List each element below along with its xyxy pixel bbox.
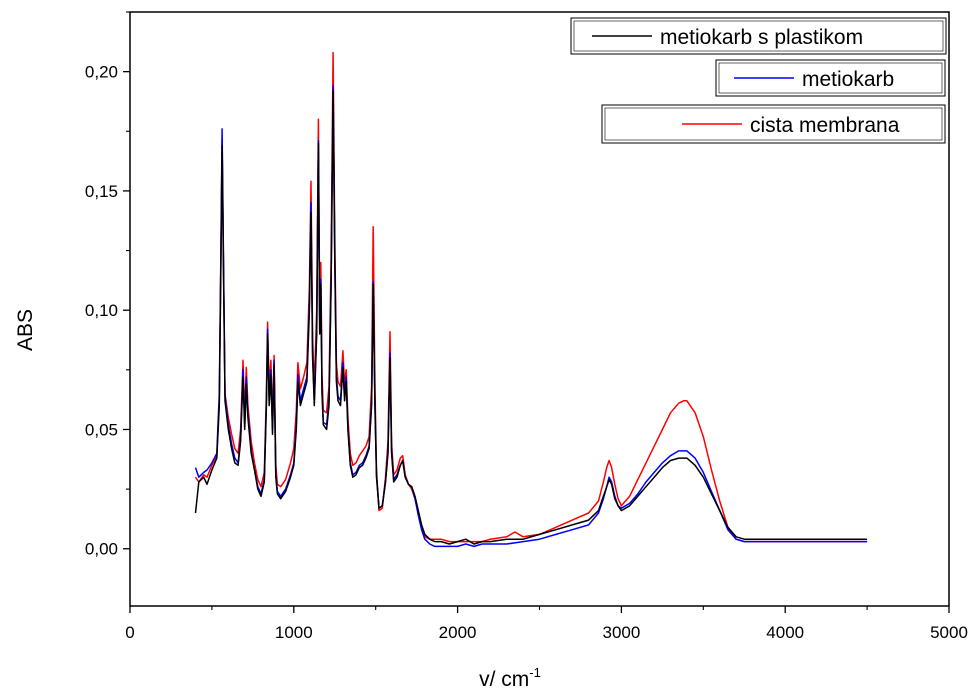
- x-axis-title: v/ cm-1: [479, 665, 541, 691]
- y-tick-label: 0,05: [85, 420, 118, 439]
- series-layer: [194, 51, 868, 548]
- legend-label-3: cista membrana: [750, 114, 900, 137]
- x-tick-label: 1000: [275, 623, 313, 642]
- legend-entry-2: metiokarb: [715, 59, 946, 97]
- legend-label-2: metiokarb: [802, 68, 894, 91]
- y-axis-title: ABS: [14, 309, 37, 351]
- x-tick-label: 3000: [602, 623, 640, 642]
- plot-frame: [129, 11, 950, 607]
- legend-label-1: metiokarb s plastikom: [660, 26, 863, 49]
- x-tick-label: 0: [125, 623, 134, 642]
- series-line-1: [194, 89, 868, 545]
- x-axis-title-main: v/ cm: [479, 668, 529, 691]
- x-axis: 0 1000 2000 3000 4000 5000: [125, 606, 968, 642]
- series-line-2: [194, 85, 868, 548]
- legend-entry-1: metiokarb s plastikom: [570, 17, 947, 55]
- x-tick-label: 2000: [439, 623, 477, 642]
- legend: metiokarb s plastikom metiokarb cista me…: [570, 17, 947, 144]
- x-tick-label: 4000: [766, 623, 804, 642]
- legend-box-3: [601, 104, 946, 144]
- x-tick-label: 5000: [930, 623, 968, 642]
- series-line-3: [194, 51, 868, 543]
- y-tick-label: 0,20: [85, 63, 118, 82]
- y-tick-label: 0,00: [85, 540, 118, 559]
- legend-entry-3: cista membrana: [601, 104, 946, 144]
- y-tick-label: 0,15: [85, 182, 118, 201]
- y-tick-label: 0,10: [85, 301, 118, 320]
- x-axis-title-sup: -1: [529, 665, 541, 680]
- y-axis: 0,00 0,05 0,10 0,15 0,20: [85, 11, 130, 559]
